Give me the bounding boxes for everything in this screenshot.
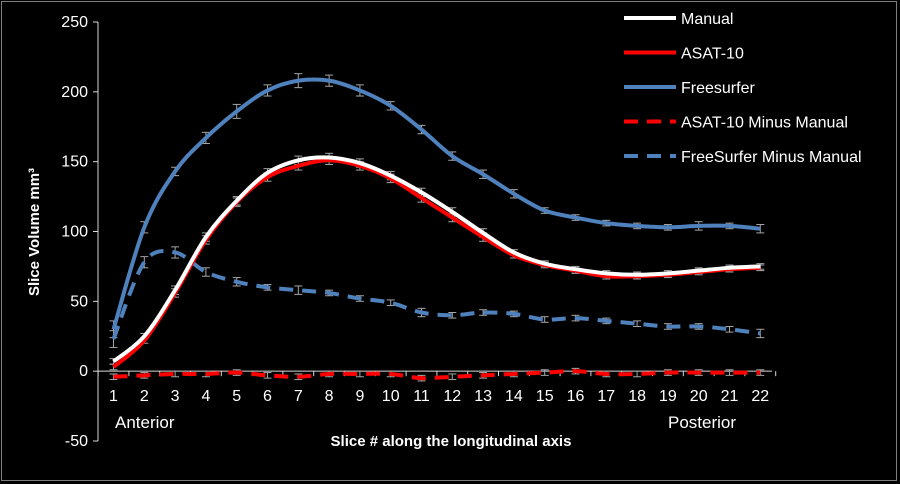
x-tick-label: 22 xyxy=(751,388,769,405)
x-tick-label: 5 xyxy=(232,388,241,405)
x-tick-label: 2 xyxy=(140,388,149,405)
y-tick-label: 100 xyxy=(61,224,88,241)
legend-label-asat-10-minus-manual: ASAT-10 Minus Manual xyxy=(681,115,848,132)
legend-label-freesurfer-minus-manual: FreeSurfer Minus Manual xyxy=(681,149,862,166)
series-line-freesurfer-minus-manual xyxy=(111,249,761,340)
y-tick-label: -50 xyxy=(65,433,88,450)
x-tick-label: 1 xyxy=(109,388,118,405)
y-tick-label: 50 xyxy=(70,293,88,310)
y-axis-label: Slice Volume mm³ xyxy=(26,168,43,296)
x-tick-label: 16 xyxy=(567,388,585,405)
legend: Manual ASAT-10 Freesurfer ASAT-10 Minus Man… xyxy=(624,11,862,166)
x-tick-label: 19 xyxy=(659,388,677,405)
x-tick-label: 6 xyxy=(263,388,272,405)
series-line-manual xyxy=(112,155,761,363)
legend-label-manual: Manual xyxy=(681,11,733,28)
legend-label-asat-10: ASAT-10 xyxy=(681,46,744,63)
series-line-asat-10 xyxy=(112,158,761,369)
series-line-asat-10-minus-manual xyxy=(113,369,761,381)
x-tick-label: 3 xyxy=(171,388,180,405)
annotation-anterior: Anterior xyxy=(115,413,175,432)
x-tick-label: 15 xyxy=(536,388,554,405)
x-tick-label: 20 xyxy=(690,388,708,405)
x-tick-label: 9 xyxy=(355,388,364,405)
series-line-freesurfer xyxy=(111,77,761,330)
x-tick-label: 12 xyxy=(443,388,461,405)
y-tick-label: 150 xyxy=(61,154,88,171)
x-tick-label: 21 xyxy=(721,388,739,405)
annotation-posterior: Posterior xyxy=(668,413,736,432)
y-tick-label: 250 xyxy=(61,14,88,31)
x-tick-label: 18 xyxy=(628,388,646,405)
x-tick-label: 4 xyxy=(201,388,210,405)
x-tick-label: 7 xyxy=(294,388,303,405)
y-ticks: -50 0 50 100 150 200 250 xyxy=(61,14,98,450)
y-tick-label: 200 xyxy=(61,84,88,101)
legend-label-freesurfer: Freesurfer xyxy=(681,80,755,97)
x-ticks: 1 2 3 4 5 6 7 8 9 10 11 12 13 14 15 16 17 18 19 20 21 22 xyxy=(97,371,777,405)
x-axis-label: Slice # along the longitudinal axis xyxy=(331,433,572,450)
x-tick-label: 17 xyxy=(597,388,615,405)
series-lines xyxy=(111,77,761,381)
x-tick-label: 14 xyxy=(505,388,523,405)
x-tick-label: 8 xyxy=(325,388,334,405)
x-tick-label: 11 xyxy=(413,388,430,405)
y-tick-label: 0 xyxy=(79,363,88,380)
x-tick-label: 13 xyxy=(474,388,492,405)
x-tick-label: 10 xyxy=(382,388,400,405)
